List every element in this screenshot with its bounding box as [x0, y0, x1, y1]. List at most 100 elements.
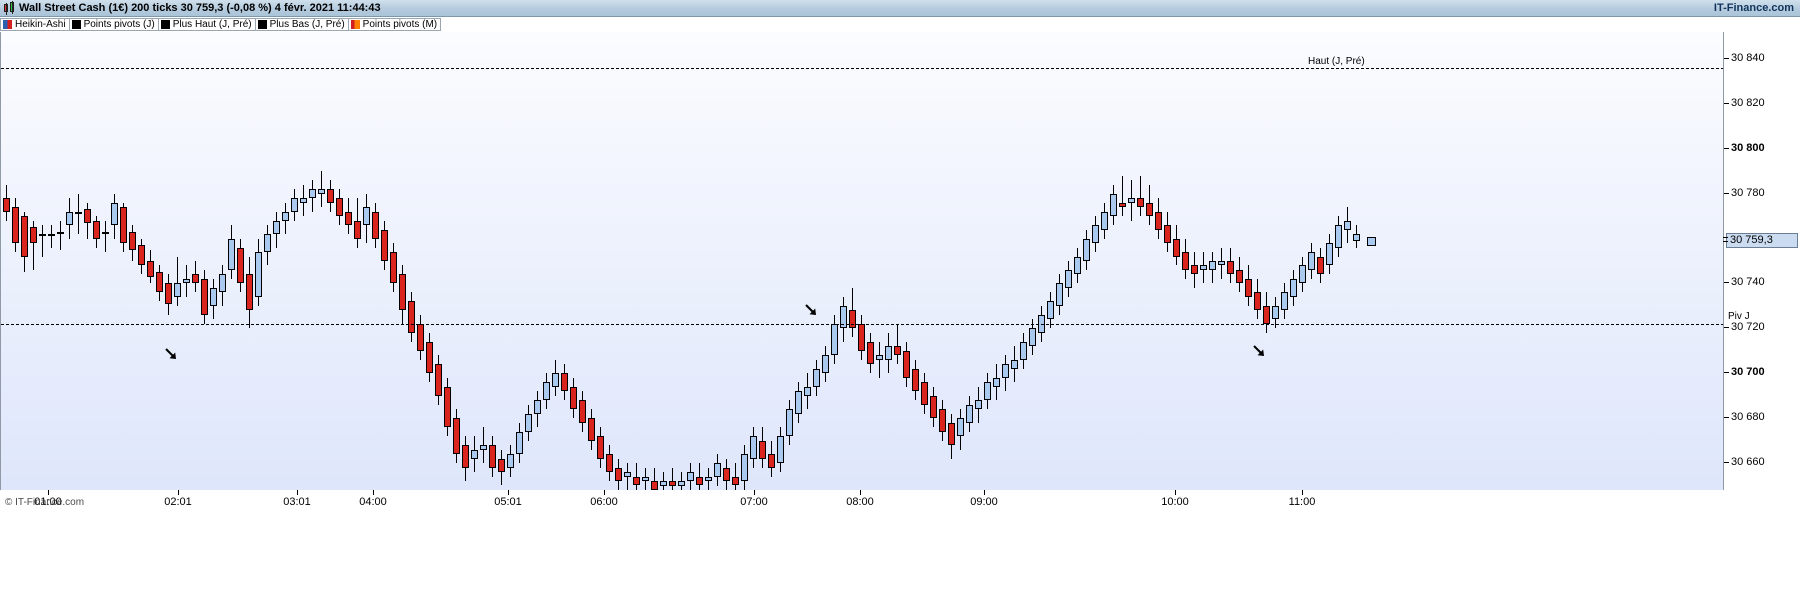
chart-plot-area[interactable]: Haut (J, Pré): [0, 32, 1723, 490]
candlestick: [417, 32, 424, 490]
time-tick-label: 07:00: [740, 496, 768, 508]
candlestick: [984, 32, 991, 490]
candlestick: [444, 32, 451, 490]
time-tick-label: 11:00: [1288, 496, 1316, 508]
price-axis[interactable]: 30 840 30 820 30 800 30 780 30 740 30 720 30 7…: [1723, 32, 1800, 490]
candlestick: [390, 32, 397, 490]
candle-body: [858, 323, 865, 351]
candlestick: [1074, 32, 1081, 490]
candle-body: [1020, 341, 1027, 360]
candlestick: [381, 32, 388, 490]
last-price-badge[interactable]: 30 759,3: [1723, 232, 1798, 248]
black-swatch: [257, 19, 267, 29]
candlestick: [579, 32, 586, 490]
candle-body: [831, 323, 838, 356]
candle-body: [750, 436, 757, 459]
candle-body: [876, 355, 883, 360]
candlestick: [930, 32, 937, 490]
candlestick: [1290, 32, 1297, 490]
legend-item-0[interactable]: Heikin-Ashi: [0, 17, 70, 31]
candlestick: [1326, 32, 1333, 490]
candle-body: [30, 227, 37, 244]
indicator-line-haut-j-pre[interactable]: [1, 67, 1723, 69]
candlestick: [822, 32, 829, 490]
candlestick: [678, 32, 685, 490]
candle-body: [759, 440, 766, 459]
candle-body: [984, 382, 991, 401]
candlestick: [696, 32, 703, 490]
candlestick: [1101, 32, 1108, 490]
candle-body: [867, 341, 874, 365]
candlestick: [156, 32, 163, 490]
candlestick: [1218, 32, 1225, 490]
candle-body: [768, 454, 775, 468]
candlestick: [75, 32, 82, 490]
candlestick: [858, 32, 865, 490]
candlestick: [795, 32, 802, 490]
candlestick: [975, 32, 982, 490]
candle-body: [678, 481, 685, 486]
legend-item-3[interactable]: Plus Bas (J, Pré): [255, 17, 349, 31]
candlestick: [129, 32, 136, 490]
price-tick-label: 30 800: [1731, 141, 1765, 154]
candle-body: [930, 395, 937, 419]
tick-mark: [604, 490, 605, 495]
candlestick: [39, 32, 46, 490]
candlestick: [1236, 32, 1243, 490]
candlestick: [669, 32, 676, 490]
candle-body: [345, 211, 352, 226]
time-tick-label: 05:01: [494, 496, 522, 508]
candle-body: [777, 436, 784, 464]
candlestick: [453, 32, 460, 490]
candlestick: [1209, 32, 1216, 490]
candlestick: [354, 32, 361, 490]
candle-body: [219, 274, 226, 293]
legend-item-4[interactable]: Points pivots (M): [348, 17, 442, 31]
candlestick: [525, 32, 532, 490]
legend-item-2[interactable]: Plus Haut (J, Pré): [158, 17, 256, 31]
candlestick: [66, 32, 73, 490]
candlestick: [849, 32, 856, 490]
watermark-label: © IT-Finance.com: [5, 497, 85, 508]
candle-body: [1146, 202, 1153, 217]
candlestick: [237, 32, 244, 490]
candle-body: [966, 404, 973, 423]
candle-body: [1128, 198, 1135, 203]
indicator-line-piv-j[interactable]: [1, 323, 1723, 325]
candlestick: [219, 32, 226, 490]
candlestick: [615, 32, 622, 490]
candle-body: [975, 400, 982, 410]
candle-body: [201, 278, 208, 315]
candle-body: [1299, 265, 1306, 284]
candlestick: [1191, 32, 1198, 490]
candlestick: [813, 32, 820, 490]
candlestick: [831, 32, 838, 490]
candlestick: [102, 32, 109, 490]
candle-body: [129, 231, 136, 250]
legend-item-1[interactable]: Points pivots (J): [69, 17, 159, 31]
tick-mark: [1175, 490, 1176, 495]
time-axis[interactable]: 01:00 02:01 03:01 04:00 05:01 06:00 07:00 08:00…: [0, 490, 1800, 600]
candlestick: [786, 32, 793, 490]
candlestick: [570, 32, 577, 490]
legend-item-label: Heikin-Ashi: [15, 18, 66, 30]
indicator-legend-bar: Heikin-Ashi Points pivots (J) Plus Haut (J…: [0, 17, 1800, 32]
candlestick: [1263, 32, 1270, 490]
candlestick: [840, 32, 847, 490]
candle-body: [255, 252, 262, 297]
tick-mark: [1724, 147, 1729, 149]
candlestick: [876, 32, 883, 490]
candle-body: [273, 220, 280, 235]
candlestick: [210, 32, 217, 490]
candlestick: [651, 32, 658, 490]
candle-wick: [51, 225, 52, 248]
candle-body: [66, 211, 73, 226]
candle-body: [48, 234, 55, 237]
pivot-swatch: [350, 19, 360, 29]
candle-body: [1209, 261, 1216, 270]
candle-body: [57, 231, 64, 234]
tick-mark: [508, 490, 509, 495]
candle-wick: [321, 171, 322, 208]
candle-body: [948, 422, 955, 446]
